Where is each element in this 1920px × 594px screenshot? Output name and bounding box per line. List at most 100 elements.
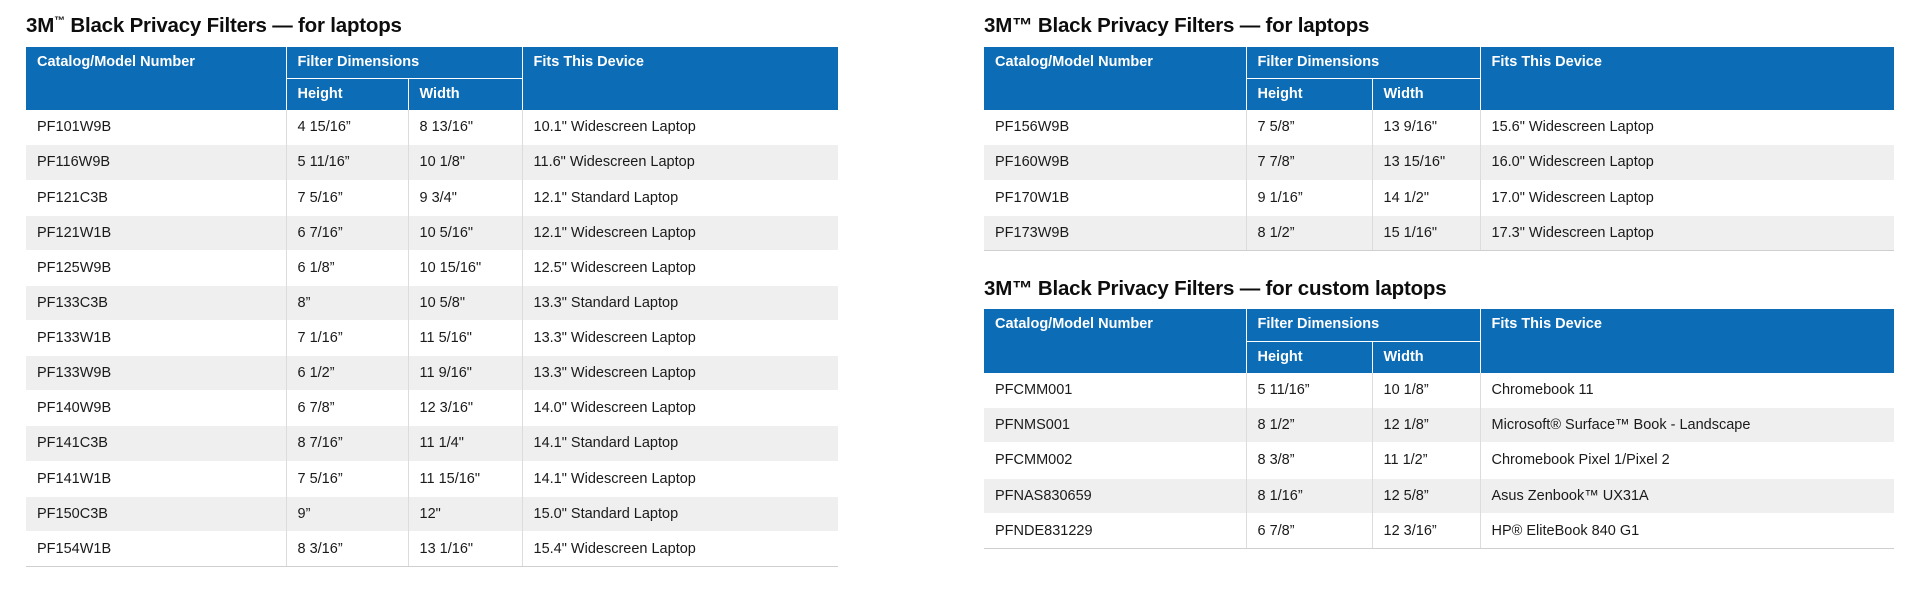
cell-height: 8 3/8” <box>1246 442 1373 479</box>
cell-width: 12 5/8” <box>1372 478 1481 514</box>
header-device: Fits This Device <box>1480 309 1895 374</box>
table-row: PF121W1B 6 7/16” 10 5/16" 12.1" Widescreen … <box>26 215 839 251</box>
cell-model: PF150C3B <box>26 496 287 532</box>
cell-device: 17.0" Widescreen Laptop <box>1491 189 1654 206</box>
cell-width: 11 9/16" <box>408 355 523 391</box>
table-custom-laptops: Catalog/Model Number Filter Dimensions F… <box>984 309 1895 549</box>
cell-model: PF154W1B <box>26 531 287 567</box>
cell-width: 13 1/16" <box>408 531 523 567</box>
table-laptops-right: Catalog/Model Number Filter Dimensions F… <box>984 46 1895 251</box>
cell-device: 12.1" Widescreen Laptop <box>522 215 839 251</box>
cell-model: PF140W9B <box>26 390 287 426</box>
table-row: PF170W1B 9 1/16” 14 1/2" 17.0" Widescreen L… <box>984 180 1894 216</box>
cell-model: PF173W9B <box>984 215 1247 251</box>
cell-model: PF141C3B <box>26 425 287 462</box>
table-row: PF125W9B 6 1/8” 10 15/16" 12.5" Widescreen … <box>26 250 838 286</box>
cell-height: 8 1/2” <box>1246 407 1373 443</box>
cell-width: 14 1/2" <box>1372 180 1481 216</box>
cell-height: 8 3/16” <box>286 531 409 567</box>
cell-height: 5 11/16” <box>286 144 409 181</box>
cell-device: 15.6" Widescreen Laptop <box>1491 119 1654 136</box>
header-model: Catalog/Model Number <box>26 46 287 111</box>
section-laptops-left: 3M™ Black Privacy Filters — for laptops … <box>26 14 839 567</box>
table-body: PF101W9B 4 15/16” 8 13/16" 10.1" Widescreen… <box>26 110 839 567</box>
table-row: PF121C3B 7 5/16” 9 3/4" 12.1" Standard Lapt… <box>26 180 838 216</box>
cell-device: 11.6" Widescreen Laptop <box>522 144 839 181</box>
table-row: PF156W9B 7 5/8” 13 9/16" 15.6" Widescreen L… <box>984 110 1894 145</box>
cell-device: 14.1" Widescreen Laptop <box>533 470 696 487</box>
header-device: Fits This Device <box>1480 46 1895 111</box>
table-row: PF141W1B 7 5/16” 11 15/16" 14.1" Widescreen… <box>26 461 838 497</box>
section-custom-laptops: 3M™ Black Privacy Filters — for custom l… <box>984 277 1895 549</box>
cell-width: 10 1/8” <box>1372 373 1481 408</box>
cell-model: PF121W1B <box>26 215 287 251</box>
cell-height: 6 1/2” <box>286 355 409 391</box>
cell-width: 12 3/16” <box>1372 513 1481 549</box>
table-row: PF141C3B 8 7/16” 11 1/4" 14.1" Standard Lap… <box>26 425 839 462</box>
header-height: Height <box>286 78 409 111</box>
cell-model: PF133C3B <box>26 285 287 321</box>
cell-width: 10 5/16" <box>408 215 523 251</box>
cell-model: PF170W1B <box>984 180 1247 216</box>
header-height: Height <box>1246 341 1373 374</box>
cell-device: 13.3" Widescreen Laptop <box>533 330 696 347</box>
cell-device: 14.0" Widescreen Laptop <box>533 400 696 417</box>
table-row: PF133W1B 7 1/16” 11 5/16" 13.3" Widescreen … <box>26 320 838 356</box>
cell-height: 8” <box>286 285 409 321</box>
cell-device: 16.0" Widescreen Laptop <box>1480 144 1895 181</box>
cell-height: 6 1/8” <box>286 250 409 286</box>
cell-model: PFCMM001 <box>984 373 1247 408</box>
table-laptops-left: Catalog/Model Number Filter Dimensions F… <box>26 46 839 567</box>
table-row: PF154W1B 8 3/16” 13 1/16" 15.4" Widescreen … <box>26 531 839 567</box>
cell-model: PF116W9B <box>26 144 287 181</box>
section-title-text-rest: Black Privacy Filters — for laptops <box>64 14 402 37</box>
table-row: PFNAS830659 8 1/16” 12 5/8” Asus Zenbook™ U… <box>984 478 1895 514</box>
section-laptops-right: 3M™ Black Privacy Filters — for laptops … <box>984 14 1895 251</box>
cell-width: 12" <box>408 496 523 532</box>
cell-device: Asus Zenbook™ UX31A <box>1480 478 1895 514</box>
cell-width: 11 5/16" <box>408 320 523 356</box>
cell-model: PF125W9B <box>26 250 287 286</box>
table-header: Catalog/Model Number Filter Dimensions F… <box>984 309 1895 374</box>
table-row: PF116W9B 5 11/16” 10 1/8" 11.6" Widescreen … <box>26 144 839 181</box>
cell-model: PFNAS830659 <box>984 478 1247 514</box>
cell-height: 7 5/8” <box>1246 110 1373 145</box>
table-row: PFCMM002 8 3/8” 11 1/2” Chromebook Pixel 1/… <box>984 442 1894 479</box>
header-height: Height <box>1246 78 1373 111</box>
table-row: PF133W9B 6 1/2” 11 9/16" 13.3" Widescreen L… <box>26 355 839 391</box>
cell-height: 4 15/16” <box>286 110 409 145</box>
cell-width: 12 3/16" <box>408 390 523 426</box>
cell-device: Chromebook 11 <box>1491 382 1594 399</box>
section-title-text: 3M <box>26 14 55 37</box>
cell-width: 9 3/4" <box>408 180 523 216</box>
cell-device: Chromebook Pixel 1/Pixel 2 <box>1491 452 1670 469</box>
header-device: Fits This Device <box>522 46 839 111</box>
header-width: Width <box>1372 341 1481 374</box>
trademark-symbol: ™ <box>54 15 65 28</box>
cell-height: 6 7/8” <box>286 390 409 426</box>
table-row: PF101W9B 4 15/16” 8 13/16" 10.1" Widescreen… <box>26 110 838 145</box>
table-row: PF173W9B 8 1/2” 15 1/16" 17.3" Widescreen L… <box>984 215 1895 251</box>
cell-model: PF133W1B <box>26 320 287 356</box>
header-dimensions: Filter Dimensions <box>1246 46 1481 79</box>
cell-device: Microsoft® Surface™ Book - Landscape <box>1480 407 1895 443</box>
cell-model: PF133W9B <box>26 355 287 391</box>
cell-width: 15 1/16" <box>1372 215 1481 251</box>
right-column: 3M™ Black Privacy Filters — for laptops … <box>984 14 1895 549</box>
header-width: Width <box>408 78 523 111</box>
header-width: Width <box>1372 78 1481 111</box>
cell-width: 13 9/16" <box>1372 110 1481 145</box>
cell-width: 11 15/16" <box>408 461 523 497</box>
cell-height: 9 1/16” <box>1246 180 1373 216</box>
cell-height: 8 7/16” <box>286 425 409 462</box>
cell-device: 12.5" Widescreen Laptop <box>533 259 696 276</box>
table-header: Catalog/Model Number Filter Dimensions F… <box>26 46 839 111</box>
table-row: PFNMS001 8 1/2” 12 1/8” Microsoft® Surface™… <box>984 407 1895 443</box>
cell-height: 8 1/16” <box>1246 478 1373 514</box>
cell-device: 13.3" Standard Laptop <box>522 285 839 321</box>
cell-device: 10.1" Widescreen Laptop <box>533 119 696 136</box>
cell-model: PF141W1B <box>26 461 287 497</box>
header-model: Catalog/Model Number <box>984 46 1247 111</box>
cell-height: 6 7/8” <box>1246 513 1373 549</box>
